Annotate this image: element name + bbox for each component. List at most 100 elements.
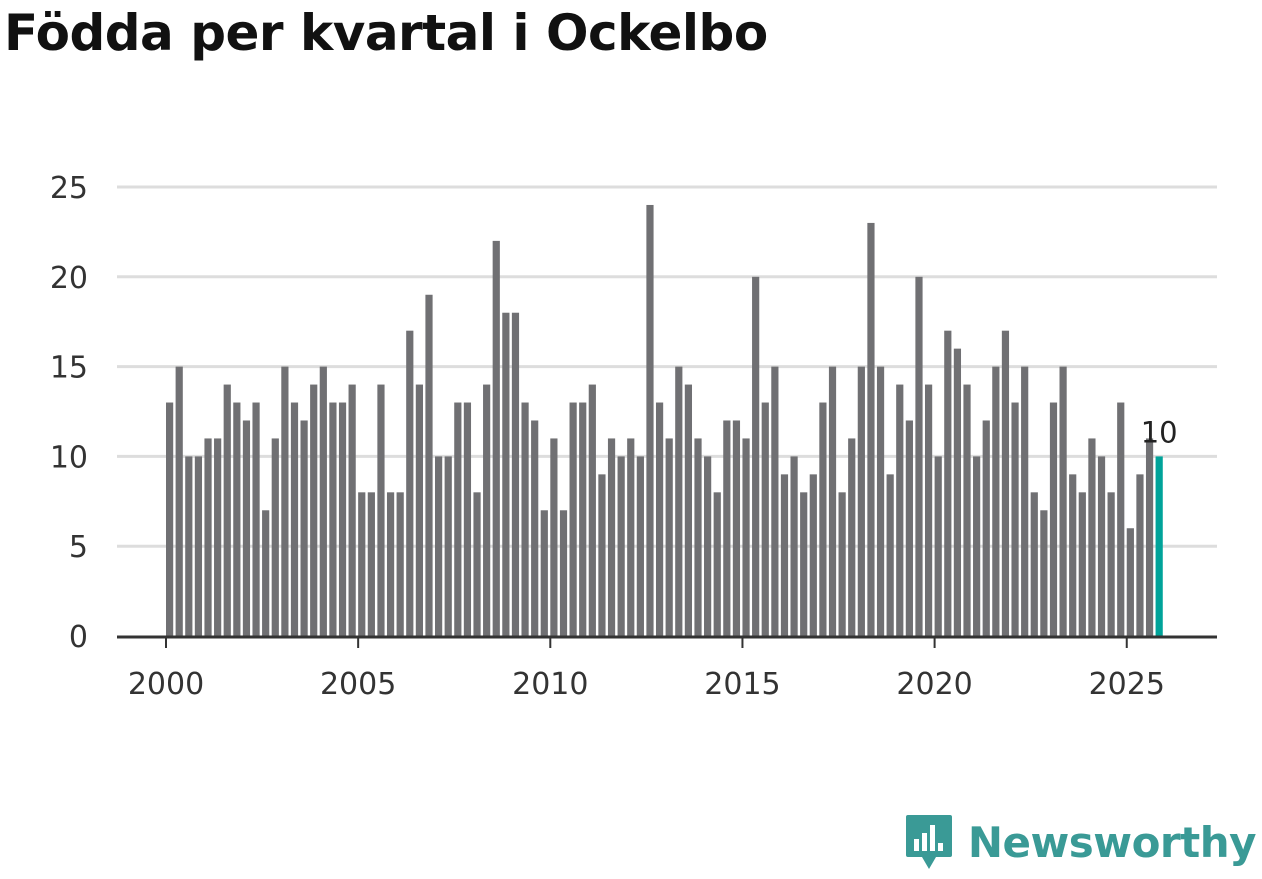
bar (809, 474, 817, 636)
bar (435, 456, 443, 636)
bar (607, 438, 616, 636)
bar (780, 474, 789, 636)
bar (396, 492, 404, 636)
bar (511, 312, 520, 636)
newsworthy-logo-icon (905, 815, 952, 869)
x-tick-label: 2010 (512, 667, 588, 702)
bar (290, 402, 299, 636)
bar (1059, 366, 1067, 636)
bar (588, 384, 596, 636)
bar (867, 222, 875, 637)
bar (1021, 366, 1029, 636)
bar (329, 402, 337, 636)
bar (521, 402, 529, 636)
bar (704, 456, 712, 636)
bar (531, 420, 539, 636)
bar (386, 492, 395, 636)
bar (1030, 492, 1038, 636)
x-tick-label: 2015 (704, 667, 780, 702)
bar (550, 438, 558, 636)
y-tick-label: 0 (69, 620, 88, 655)
bar (1049, 402, 1058, 636)
y-axis-ticks: 0 5 10 15 20 25 (50, 171, 88, 655)
bars (166, 204, 1163, 637)
bar (492, 240, 500, 636)
chart-title: Födda per kvartal i Ockelbo (4, 4, 768, 62)
y-tick-label: 5 (69, 530, 88, 565)
bar (223, 384, 231, 636)
bar (569, 402, 577, 636)
bar (185, 456, 193, 636)
bar (1145, 438, 1154, 636)
bar (924, 384, 933, 636)
bar (819, 402, 827, 636)
bar (319, 366, 327, 636)
bar (934, 456, 942, 636)
bar (963, 384, 971, 636)
bar (752, 276, 760, 636)
bar (444, 456, 452, 636)
y-tick-label: 20 (50, 261, 88, 296)
bar (1069, 474, 1077, 636)
bar (905, 420, 913, 636)
bar (367, 492, 375, 636)
bar (944, 330, 952, 636)
bar (790, 456, 798, 636)
bar (262, 510, 270, 636)
bar (732, 420, 741, 636)
y-tick-label: 15 (50, 351, 88, 386)
bar (348, 384, 356, 636)
bar (175, 366, 183, 636)
bar (742, 438, 750, 636)
bar (723, 420, 731, 636)
bar (338, 402, 347, 636)
x-tick-label: 2025 (1089, 667, 1165, 702)
bar (1107, 492, 1115, 636)
bar (771, 366, 779, 636)
bar (1001, 330, 1010, 636)
bar (761, 402, 769, 636)
bar (242, 420, 251, 636)
bar (636, 456, 644, 636)
bar (800, 492, 808, 636)
bar (377, 384, 385, 636)
last-value-label: 10 (1141, 415, 1178, 449)
bar (1088, 438, 1096, 636)
bar (1117, 402, 1125, 636)
bar (502, 312, 510, 636)
bar-highlight (1155, 456, 1163, 636)
bar (473, 492, 481, 636)
bar (1011, 402, 1019, 636)
bar (166, 402, 174, 636)
bar (684, 384, 693, 636)
bar (483, 384, 491, 636)
bar (982, 420, 990, 636)
brand-name: Newsworthy (967, 817, 1257, 867)
y-tick-label: 25 (50, 171, 88, 206)
bar (415, 384, 423, 636)
bar (953, 348, 962, 636)
bar (310, 384, 318, 636)
bar (694, 438, 702, 636)
bar (828, 366, 837, 636)
bar (1136, 474, 1144, 636)
x-tick-label: 2005 (320, 667, 396, 702)
bar (559, 510, 568, 636)
bar (1040, 510, 1048, 636)
x-tick-label: 2000 (128, 667, 204, 702)
bar (617, 456, 625, 636)
bar (579, 402, 587, 636)
bar (973, 456, 981, 636)
bar (848, 438, 856, 636)
x-axis-ticks: 2000 2005 2010 2015 2020 2025 (128, 638, 1165, 702)
bar (992, 366, 1000, 636)
bar (646, 204, 654, 636)
bar (454, 402, 462, 636)
bar (675, 366, 683, 636)
bar (358, 492, 366, 636)
bar (915, 276, 923, 636)
bar (281, 366, 289, 636)
bar (886, 474, 894, 636)
bar (876, 366, 885, 636)
bar (838, 492, 846, 636)
